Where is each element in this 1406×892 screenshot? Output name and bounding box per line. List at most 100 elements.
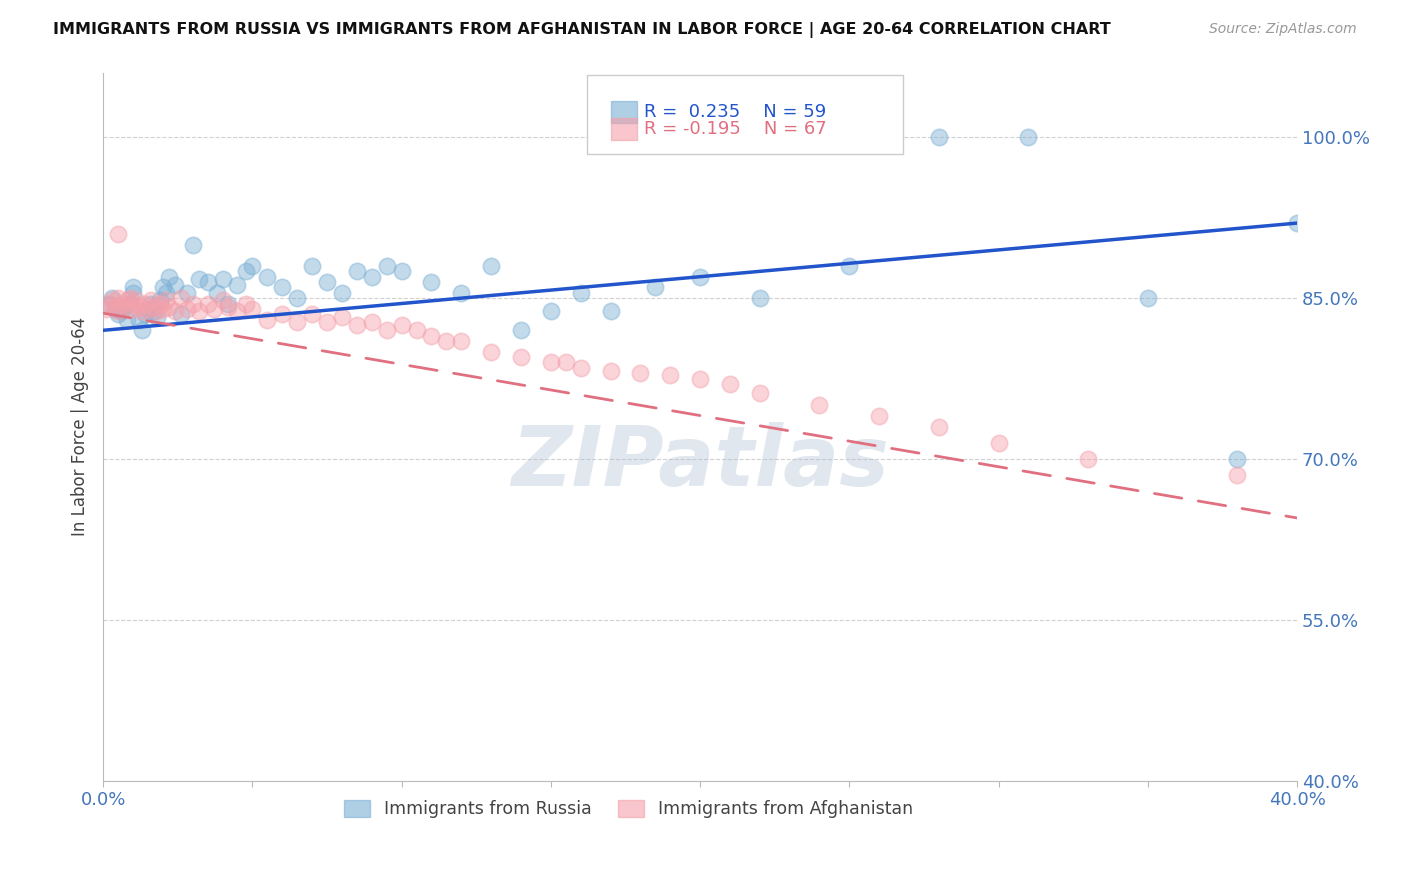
Point — [197, 296, 219, 310]
Point — [569, 360, 592, 375]
Point — [838, 259, 860, 273]
Point — [987, 436, 1010, 450]
Point — [107, 307, 129, 321]
Bar — [610, 118, 637, 140]
Point — [136, 301, 159, 316]
Point — [134, 296, 156, 310]
Point — [104, 300, 127, 314]
Point — [122, 301, 145, 316]
Point — [510, 323, 533, 337]
Point — [868, 409, 890, 423]
Point — [136, 301, 159, 316]
Point — [94, 301, 117, 316]
Point — [176, 301, 198, 316]
Point — [1136, 291, 1159, 305]
Point — [205, 285, 228, 300]
Point — [569, 285, 592, 300]
Point — [152, 301, 174, 316]
Point — [142, 300, 165, 314]
Point — [125, 293, 148, 308]
Point — [118, 291, 141, 305]
Point — [748, 385, 770, 400]
Point — [112, 300, 135, 314]
Point — [510, 350, 533, 364]
Point — [176, 285, 198, 300]
Point — [375, 323, 398, 337]
Point — [346, 318, 368, 332]
Point — [599, 364, 621, 378]
Point — [434, 334, 457, 348]
Point — [139, 296, 162, 310]
Point — [420, 275, 443, 289]
Point — [187, 304, 209, 318]
Point — [152, 280, 174, 294]
Point — [211, 272, 233, 286]
Point — [157, 269, 180, 284]
Point — [122, 280, 145, 294]
Point — [235, 264, 257, 278]
Point — [375, 259, 398, 273]
Point — [285, 315, 308, 329]
Point — [218, 300, 240, 314]
Point — [118, 296, 141, 310]
Point — [107, 291, 129, 305]
Point — [256, 269, 278, 284]
Point — [128, 312, 150, 326]
Point — [599, 304, 621, 318]
Point — [301, 307, 323, 321]
Point — [928, 130, 950, 145]
Point — [112, 300, 135, 314]
Point — [157, 300, 180, 314]
Point — [330, 285, 353, 300]
Point — [554, 355, 576, 369]
Point — [149, 293, 172, 308]
Point — [218, 296, 240, 310]
Point — [142, 304, 165, 318]
Point — [689, 269, 711, 284]
Point — [420, 328, 443, 343]
Legend: Immigrants from Russia, Immigrants from Afghanistan: Immigrants from Russia, Immigrants from … — [337, 793, 920, 825]
Point — [540, 304, 562, 318]
Point — [226, 278, 249, 293]
Point — [134, 307, 156, 321]
Point — [187, 272, 209, 286]
Text: ZIPatlas: ZIPatlas — [512, 422, 889, 503]
Point — [226, 304, 249, 318]
Point — [107, 227, 129, 241]
Point — [1077, 452, 1099, 467]
Point — [155, 285, 177, 300]
Point — [1226, 468, 1249, 483]
Point — [450, 334, 472, 348]
Point — [256, 312, 278, 326]
Point — [644, 280, 666, 294]
Text: R = -0.195    N = 67: R = -0.195 N = 67 — [644, 120, 827, 138]
Point — [139, 293, 162, 308]
Point — [360, 269, 382, 284]
Point — [170, 307, 193, 321]
Point — [405, 323, 427, 337]
Point — [1226, 452, 1249, 467]
Point — [149, 296, 172, 310]
Point — [928, 419, 950, 434]
Point — [163, 278, 186, 293]
Point — [107, 304, 129, 318]
Point — [122, 296, 145, 310]
Point — [301, 259, 323, 273]
Point — [98, 296, 121, 310]
FancyBboxPatch shape — [586, 75, 903, 154]
Point — [202, 301, 225, 316]
Y-axis label: In Labor Force | Age 20-64: In Labor Force | Age 20-64 — [72, 318, 89, 536]
Point — [748, 291, 770, 305]
Point — [240, 259, 263, 273]
Point — [240, 301, 263, 316]
Point — [115, 312, 138, 326]
Point — [101, 293, 124, 308]
Point — [197, 275, 219, 289]
Point — [285, 291, 308, 305]
Point — [540, 355, 562, 369]
Point — [98, 296, 121, 310]
Point — [316, 275, 339, 289]
Text: R =  0.235    N = 59: R = 0.235 N = 59 — [644, 103, 827, 121]
Point — [115, 293, 138, 308]
Point — [330, 310, 353, 325]
